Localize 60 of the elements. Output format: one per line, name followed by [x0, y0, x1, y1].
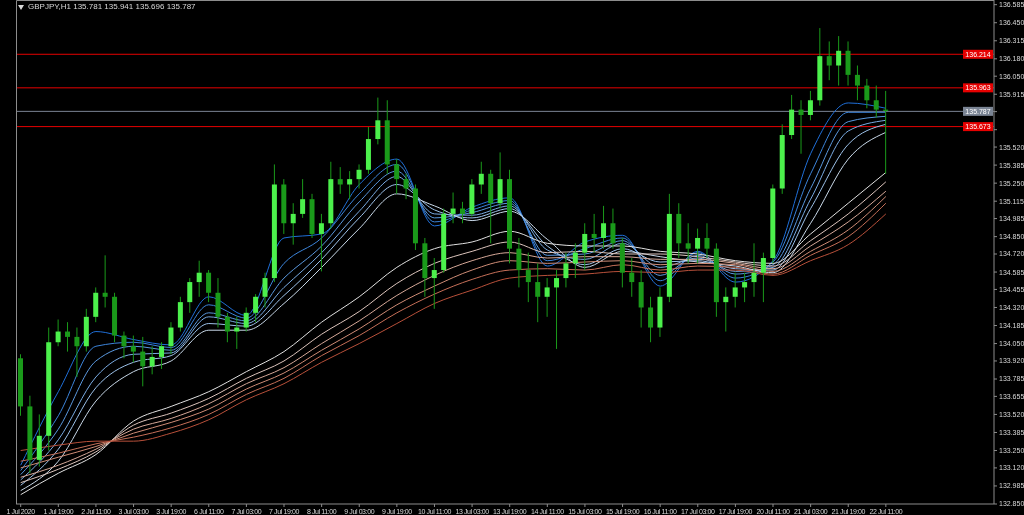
candlestick [798, 99, 804, 155]
candlestick [591, 213, 597, 254]
candlestick [243, 306, 249, 333]
candlestick [751, 242, 757, 298]
candlestick [695, 228, 701, 264]
candlestick [826, 40, 832, 81]
candlestick [253, 293, 259, 323]
candlestick [347, 170, 353, 200]
candlestick [525, 252, 531, 303]
candlestick [685, 222, 691, 264]
candlestick [121, 331, 127, 359]
candlestick [102, 254, 108, 308]
candlestick [262, 272, 268, 308]
candlestick [648, 296, 654, 343]
candlestick [55, 319, 61, 347]
candlestick [601, 205, 607, 250]
candlestick [836, 35, 842, 87]
candlestick [704, 222, 710, 259]
candlestick [854, 65, 860, 101]
candlestick [394, 158, 400, 195]
candlestick [459, 201, 465, 224]
chart-title: GBPJPY,H1 135.781 135.941 135.696 135.787 [28, 2, 196, 12]
candlestick [140, 336, 146, 387]
candlestick [74, 327, 80, 378]
candlestick [629, 257, 635, 298]
candlestick [130, 335, 136, 363]
candlestick [732, 272, 738, 308]
candlestick [375, 97, 381, 145]
candlestick [206, 269, 212, 303]
candlestick [742, 272, 748, 303]
candlestick [610, 208, 616, 250]
candlestick [478, 161, 484, 195]
candlestick [149, 345, 155, 375]
candlestick [168, 321, 174, 355]
candlestick [234, 316, 240, 350]
candlestick [403, 173, 409, 200]
candlestick [563, 252, 569, 288]
candlestick [196, 260, 202, 298]
candlestick [516, 237, 522, 288]
candlestick [760, 252, 766, 303]
candlestick [337, 166, 343, 195]
candlestick [290, 202, 296, 246]
candlestick [807, 90, 813, 121]
candlestick [873, 85, 879, 119]
candlestick [554, 269, 560, 350]
candlestick [65, 321, 71, 353]
candlestick [450, 192, 456, 224]
candlestick [864, 78, 870, 109]
candlestick [187, 277, 193, 314]
candlestick [356, 163, 362, 189]
candlestick [544, 277, 550, 318]
candlestick [159, 341, 165, 370]
candlestick [572, 242, 578, 279]
candlestick [723, 286, 729, 333]
candlestick [431, 257, 437, 310]
candlestick [582, 222, 588, 271]
candlestick [300, 178, 306, 219]
candlestick [224, 312, 230, 343]
candlestick [535, 262, 541, 323]
candlestick [318, 213, 324, 272]
